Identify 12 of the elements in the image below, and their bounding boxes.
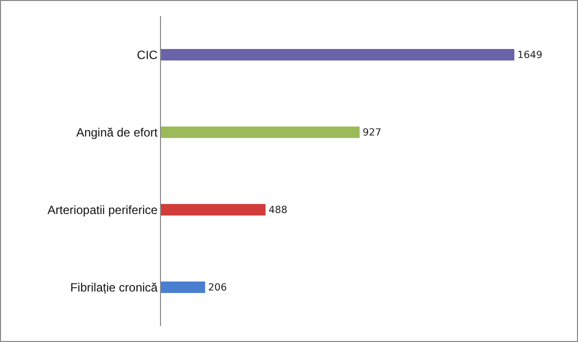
bar — [161, 204, 266, 216]
y-tick-label: Angină de efort — [76, 125, 158, 140]
data-label: 206 — [208, 282, 227, 294]
data-label: 488 — [268, 204, 288, 216]
bar — [161, 48, 514, 61]
data-label: 1649 — [517, 50, 542, 61]
y-tick-label: Fibrilație cronică — [70, 280, 158, 294]
y-tick-label: Arteriopatii periferice — [48, 202, 158, 217]
bar — [161, 126, 360, 138]
bar — [161, 281, 206, 294]
y-tick-label: CIC — [136, 48, 158, 62]
data-label: 927 — [362, 127, 382, 138]
